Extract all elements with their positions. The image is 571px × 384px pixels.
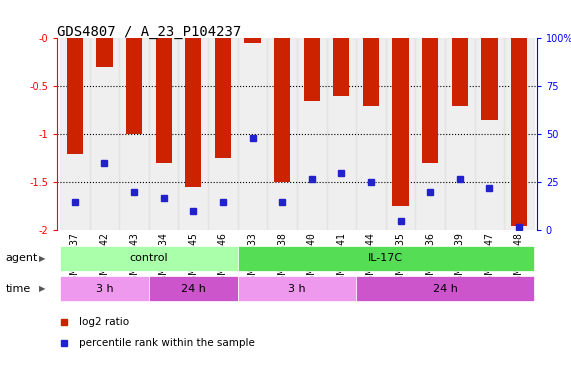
Bar <box>67 38 83 154</box>
Text: 3 h: 3 h <box>96 284 113 294</box>
Bar <box>60 38 90 230</box>
Bar <box>96 38 112 67</box>
Text: ▶: ▶ <box>39 285 45 293</box>
Bar <box>392 38 409 207</box>
Text: IL-17C: IL-17C <box>368 253 403 263</box>
Text: ▶: ▶ <box>39 254 45 263</box>
Bar <box>356 276 534 301</box>
Bar <box>149 276 238 301</box>
Bar <box>475 38 504 230</box>
Bar <box>327 38 356 230</box>
Text: GDS4807 / A_23_P104237: GDS4807 / A_23_P104237 <box>57 25 242 39</box>
Bar <box>445 38 475 230</box>
Bar <box>185 38 202 187</box>
Bar <box>60 276 149 301</box>
Bar <box>238 38 267 230</box>
Bar <box>333 38 349 96</box>
Text: 24 h: 24 h <box>181 284 206 294</box>
Bar <box>422 38 439 163</box>
Text: control: control <box>130 253 168 263</box>
Bar <box>304 38 320 101</box>
Bar <box>511 38 527 225</box>
Bar <box>90 38 119 230</box>
Bar <box>238 246 534 271</box>
Bar <box>415 38 445 230</box>
Bar <box>274 38 290 182</box>
Bar <box>155 38 172 163</box>
Text: agent: agent <box>6 253 38 263</box>
Bar <box>452 38 468 106</box>
Bar <box>60 246 238 271</box>
Bar <box>126 38 142 134</box>
Bar <box>244 38 260 43</box>
Bar <box>119 38 149 230</box>
Bar <box>386 38 415 230</box>
Bar <box>238 276 356 301</box>
Bar <box>267 38 297 230</box>
Bar <box>356 38 386 230</box>
Bar <box>179 38 208 230</box>
Text: percentile rank within the sample: percentile rank within the sample <box>79 338 255 348</box>
Text: log2 ratio: log2 ratio <box>79 317 129 327</box>
Bar <box>297 38 327 230</box>
Bar <box>481 38 497 120</box>
Bar <box>504 38 534 230</box>
Bar <box>149 38 179 230</box>
Bar <box>363 38 379 106</box>
Text: 3 h: 3 h <box>288 284 305 294</box>
Text: 24 h: 24 h <box>432 284 457 294</box>
Text: time: time <box>6 284 31 294</box>
Bar <box>215 38 231 158</box>
Bar <box>208 38 238 230</box>
